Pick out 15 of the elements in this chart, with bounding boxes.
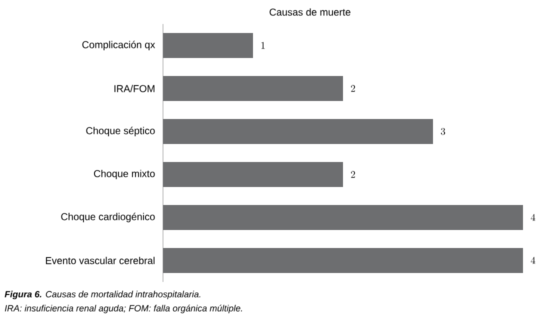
data-label: 1	[261, 42, 265, 49]
y-tick-label: Choque mixto	[94, 170, 155, 180]
data-label: 2	[351, 85, 356, 92]
y-tick-label: Evento vascular cerebral	[46, 256, 155, 264]
chart-title: Causas de muerte	[270, 8, 350, 16]
data-label: 2	[351, 171, 356, 178]
text: Figura 6. Causas de mortalidad intrahospitalaria.	[4, 290, 200, 300]
data-label: 3	[440, 128, 446, 135]
data-label: 4	[530, 256, 536, 264]
text: IRA: insuficiencia renal aguda; FOM: falla orgánica múltiple.	[4, 304, 242, 314]
y-tick-label: IRA/FOM	[114, 84, 154, 92]
y-tick-label: Complicación qx	[82, 40, 156, 50]
data-label: 4	[530, 214, 536, 221]
y-tick-label: Choque cardiogénico	[61, 212, 155, 222]
y-tick-label: Choque séptico	[86, 126, 155, 136]
